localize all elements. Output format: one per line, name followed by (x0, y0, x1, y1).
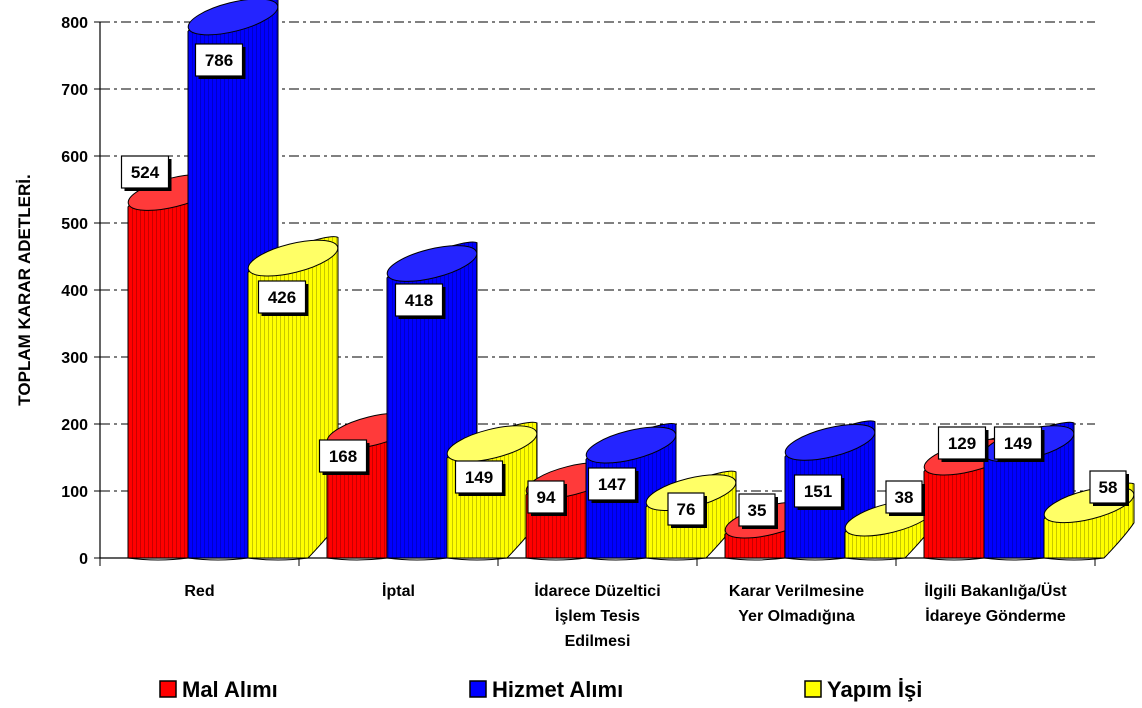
data-label: 149 (454, 460, 506, 496)
data-label: 151 (793, 474, 845, 510)
bar (247, 236, 339, 561)
data-label: 426 (257, 280, 309, 316)
legend-swatch (159, 680, 177, 698)
x-category-label: Edilmesi (565, 633, 631, 650)
x-category-label: İşlem Tesis (555, 607, 640, 625)
legend: Mal Alımı Hizmet Alımı Yapım İşi (159, 677, 922, 702)
category-labels: Red İptal İdarece Düzeltici İşlem Tesis Edil… (184, 581, 1067, 650)
data-label: 38 (885, 480, 925, 516)
legend-item: Mal Alımı (159, 677, 278, 702)
y-tick-label: 200 (61, 417, 88, 434)
x-category-label: Yer Olmadığına (738, 608, 855, 625)
svg-text:524: 524 (131, 163, 160, 182)
y-tick-label: 500 (61, 216, 88, 233)
svg-text:149: 149 (465, 468, 493, 487)
y-tick-label: 100 (61, 484, 88, 501)
legend-swatch (469, 680, 487, 698)
svg-text:786: 786 (205, 51, 233, 70)
svg-text:418: 418 (405, 291, 433, 310)
x-category-label: Red (184, 583, 214, 600)
data-label: 149 (993, 426, 1045, 462)
y-tick-label: 600 (61, 149, 88, 166)
data-labels: 524 786 426 168 418 149 94 147 76 35 151 38 129 149 58 (120, 43, 1129, 529)
data-label: 418 (394, 283, 446, 319)
svg-text:35: 35 (748, 501, 767, 520)
svg-text:129: 129 (948, 434, 976, 453)
data-label: 129 (937, 426, 989, 462)
svg-text:147: 147 (598, 475, 626, 494)
x-category-label: İdareye Gönderme (925, 607, 1066, 625)
data-label: 94 (527, 480, 567, 516)
data-label: 35 (738, 493, 778, 529)
svg-text:38: 38 (895, 488, 914, 507)
legend-item: Hizmet Alımı (469, 677, 623, 702)
svg-text:149: 149 (1004, 434, 1032, 453)
y-tick-label: 300 (61, 350, 88, 367)
svg-text:426: 426 (268, 288, 296, 307)
svg-text:76: 76 (677, 500, 696, 519)
svg-text:168: 168 (329, 447, 357, 466)
data-label: 168 (318, 439, 370, 475)
y-tick-label: 400 (61, 283, 88, 300)
y-tick-label: 700 (61, 82, 88, 99)
data-label: 147 (587, 467, 639, 503)
svg-text:94: 94 (537, 488, 556, 507)
y-tick-label: 0 (79, 551, 88, 568)
legend-label: Hizmet Alımı (492, 677, 623, 702)
x-category-label: İlgili Bakanlığa/Üst (924, 581, 1067, 600)
legend-label: Mal Alımı (182, 677, 278, 702)
legend-item: Yapım İşi (804, 677, 922, 702)
data-label: 786 (194, 43, 246, 79)
legend-swatch (804, 680, 822, 698)
svg-text:151: 151 (804, 482, 832, 501)
x-category-label: Karar Verilmesine (729, 583, 864, 600)
x-category-label: İptal (382, 582, 415, 600)
y-axis-title: TOPLAM KARAR ADETLERİ. (15, 174, 34, 405)
svg-text:58: 58 (1099, 478, 1118, 497)
data-label: 58 (1089, 470, 1129, 506)
data-label: 76 (667, 492, 707, 528)
x-category-label: İdarece Düzeltici (534, 582, 660, 600)
y-tick-label: 800 (61, 15, 88, 32)
legend-label: Yapım İşi (827, 677, 922, 702)
data-label: 524 (120, 155, 172, 191)
